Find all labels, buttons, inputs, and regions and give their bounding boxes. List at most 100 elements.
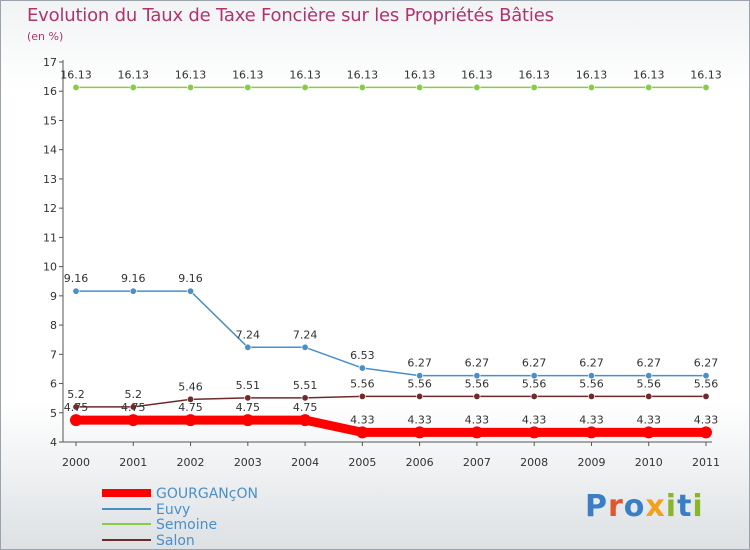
legend-label: Euvy [156, 502, 190, 518]
legend-label: GOURGANçON [156, 486, 258, 502]
data-point [72, 83, 80, 91]
data-point [530, 83, 538, 91]
data-point [356, 426, 369, 439]
data-point [587, 392, 595, 400]
x-tick-label: 2007 [463, 456, 491, 469]
data-point [587, 83, 595, 91]
data-point [129, 403, 137, 411]
data-label: 5.56 [579, 377, 604, 390]
x-tick-label: 2002 [177, 456, 205, 469]
data-point [299, 414, 312, 427]
series-line-salon [75, 395, 707, 408]
y-tick-label: 6 [50, 378, 57, 391]
data-point [244, 343, 252, 351]
data-point [530, 392, 538, 400]
legend-label: Semoine [156, 517, 217, 533]
data-label: 16.13 [461, 68, 493, 81]
data-point [72, 403, 80, 411]
x-tick-label: 2004 [291, 456, 319, 469]
legend-label: Salon [156, 533, 195, 549]
data-label: 4.75 [64, 401, 89, 414]
data-label: 6.27 [636, 357, 661, 370]
data-label: 5.46 [178, 380, 203, 393]
data-label: 4.75 [293, 401, 318, 414]
data-label: 4.75 [121, 401, 146, 414]
data-point [301, 83, 309, 91]
data-label: 5.56 [694, 377, 719, 390]
data-point [473, 372, 481, 380]
y-tick-label: 15 [43, 114, 57, 127]
x-tick-label: 2008 [520, 456, 548, 469]
data-label: 4.33 [694, 413, 719, 426]
data-point [470, 426, 483, 439]
data-label: 4.33 [407, 413, 432, 426]
logo-letter: i [665, 489, 678, 524]
logo-letter: P [585, 489, 608, 524]
x-tick-label: 2006 [406, 456, 434, 469]
data-point [702, 372, 710, 380]
data-point [184, 414, 197, 427]
y-tick-label: 17 [43, 56, 57, 69]
data-label: 7.24 [293, 328, 318, 341]
y-tick-label: 9 [50, 290, 57, 303]
data-point [416, 83, 424, 91]
data-point [645, 392, 653, 400]
data-point [187, 83, 195, 91]
data-label: 16.13 [232, 68, 264, 81]
data-label: 5.56 [407, 377, 432, 390]
data-point [645, 83, 653, 91]
data-label: 16.13 [347, 68, 379, 81]
y-tick-label: 4 [50, 436, 57, 449]
data-label: 4.33 [636, 413, 661, 426]
data-point [702, 392, 710, 400]
data-label: 5.2 [67, 388, 85, 401]
data-label: 7.24 [236, 328, 261, 341]
x-tick-label: 2009 [577, 456, 605, 469]
data-point [645, 372, 653, 380]
series-line-euvy [75, 290, 707, 377]
data-point [358, 364, 366, 372]
x-tick-label: 2005 [348, 456, 376, 469]
y-tick-label: 5 [50, 407, 57, 420]
x-tick-label: 2000 [62, 456, 90, 469]
data-label: 16.13 [576, 68, 608, 81]
data-point [702, 83, 710, 91]
logo-letter: x [645, 489, 666, 524]
data-point [72, 287, 80, 295]
logo-letter: o [623, 489, 646, 524]
data-point [585, 426, 598, 439]
proxiti-logo: Proxiti [585, 489, 704, 524]
data-point [416, 372, 424, 380]
data-point [413, 426, 426, 439]
data-label: 4.75 [178, 401, 203, 414]
data-point [528, 426, 541, 439]
data-point [129, 83, 137, 91]
logo-letter: i [692, 489, 704, 524]
data-point [358, 83, 366, 91]
data-label: 16.13 [118, 68, 150, 81]
data-label: 4.33 [579, 413, 604, 426]
data-point [187, 395, 195, 403]
data-label: 4.33 [522, 413, 547, 426]
data-label: 6.27 [522, 357, 547, 370]
data-point [473, 83, 481, 91]
data-label: 9.16 [121, 272, 146, 285]
data-label: 16.13 [60, 68, 92, 81]
y-tick-label: 14 [43, 144, 57, 157]
data-point [530, 372, 538, 380]
data-point [700, 426, 712, 439]
data-label: 5.56 [350, 377, 375, 390]
y-tick-label: 16 [43, 85, 57, 98]
y-tick-label: 12 [43, 202, 57, 215]
logo-letter: r [608, 489, 624, 524]
data-point [241, 414, 254, 427]
data-label: 4.33 [465, 413, 490, 426]
data-label: 6.27 [579, 357, 604, 370]
data-label: 5.51 [293, 379, 318, 392]
data-label: 16.13 [690, 68, 722, 81]
y-tick-label: 10 [43, 261, 57, 274]
data-point [587, 372, 595, 380]
chart-subtitle: (en %) [27, 30, 64, 43]
data-point [642, 426, 655, 439]
data-label: 16.13 [518, 68, 550, 81]
